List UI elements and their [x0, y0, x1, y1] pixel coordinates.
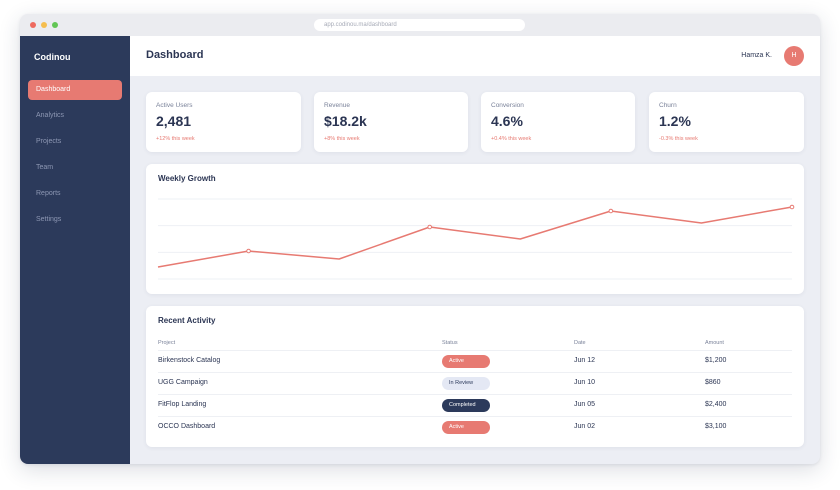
- stat-value: 2,481: [156, 113, 192, 129]
- row-amount: $860: [705, 379, 721, 386]
- weekly-growth-chart: [157, 198, 795, 280]
- stat-card-revenue: Revenue $18.2k +8% this week: [314, 92, 468, 152]
- weekly-growth-card: Weekly Growth: [146, 164, 804, 294]
- project-name: FitFlop Landing: [158, 401, 207, 408]
- address-bar[interactable]: app.codinou.ma/dashboard: [314, 19, 525, 31]
- row-date: Jun 10: [574, 379, 596, 386]
- stat-label: Conversion: [491, 102, 524, 109]
- stat-value: $18.2k: [324, 113, 367, 129]
- stat-label: Active Users: [156, 102, 193, 109]
- stat-change: -0.3% this week: [659, 136, 698, 142]
- table-row[interactable]: OCCO Dashboard Active Jun 02 $3,100: [158, 416, 792, 438]
- sidebar-item-projects[interactable]: Projects: [36, 138, 62, 145]
- stat-card-conversion: Conversion 4.6% +0.4% this week: [481, 92, 635, 152]
- status-badge: In Review: [442, 377, 490, 390]
- minimize-window-button[interactable]: [41, 22, 47, 28]
- data-point: [789, 204, 795, 210]
- stat-change: +8% this week: [324, 136, 360, 142]
- column-header-date: Date: [574, 340, 586, 346]
- project-name: OCCO Dashboard: [158, 423, 216, 430]
- status-badge: Completed: [442, 399, 490, 412]
- stat-label: Churn: [659, 102, 677, 109]
- stat-change: +12% this week: [156, 136, 195, 142]
- app-window: app.codinou.ma/dashboard Codinou Dashboa…: [20, 14, 820, 464]
- row-amount: $3,100: [705, 423, 727, 430]
- status-badge: Active: [442, 355, 490, 368]
- sidebar: Codinou Dashboard Analytics Projects Tea…: [20, 36, 130, 464]
- row-amount: $2,400: [705, 401, 727, 408]
- row-date: Jun 02: [574, 423, 596, 430]
- sidebar-item-settings[interactable]: Settings: [36, 216, 62, 223]
- user-name[interactable]: Hamza K.: [741, 52, 772, 59]
- sidebar-item-team[interactable]: Team: [36, 164, 54, 171]
- sidebar-item-reports[interactable]: Reports: [36, 190, 61, 197]
- project-name: Birkenstock Catalog: [158, 357, 221, 364]
- sidebar-item-analytics[interactable]: Analytics: [36, 112, 65, 119]
- activity-title: Recent Activity: [158, 316, 216, 325]
- sidebar-nav: Dashboard Analytics Projects Team Report…: [28, 80, 122, 236]
- chart-title: Weekly Growth: [158, 174, 216, 183]
- close-window-button[interactable]: [30, 22, 36, 28]
- data-point: [246, 248, 251, 254]
- stat-label: Revenue: [324, 102, 351, 109]
- table-row[interactable]: FitFlop Landing Completed Jun 05 $2,400: [158, 394, 792, 416]
- browser-titlebar: app.codinou.ma/dashboard: [20, 14, 820, 36]
- maximize-window-button[interactable]: [52, 22, 58, 28]
- data-point: [427, 224, 433, 230]
- column-header-amount: Amount: [705, 340, 724, 346]
- stat-value: 4.6%: [491, 113, 523, 129]
- stat-card-churn: Churn 1.2% -0.3% this week: [649, 92, 804, 152]
- data-point: [608, 208, 614, 214]
- brand-logo: Codinou: [34, 52, 71, 62]
- column-header-project: Project: [158, 340, 176, 346]
- page-title: Dashboard: [146, 49, 204, 61]
- stat-change: +0.4% this week: [491, 136, 532, 142]
- row-amount: $1,200: [705, 357, 727, 364]
- row-date: Jun 05: [574, 401, 596, 408]
- avatar[interactable]: H: [784, 46, 804, 66]
- top-header: Dashboard Hamza K. H: [130, 36, 820, 76]
- project-name: UGG Campaign: [158, 379, 208, 386]
- series-line: [157, 206, 793, 268]
- table-row[interactable]: UGG Campaign In Review Jun 10 $860: [158, 372, 792, 394]
- stat-card-active-users: Active Users 2,481 +12% this week: [146, 92, 301, 152]
- recent-activity-card: Recent Activity Project Status Date Amou…: [146, 306, 804, 447]
- stat-value: 1.2%: [659, 113, 691, 129]
- status-badge: Active: [442, 421, 490, 434]
- table-row[interactable]: Birkenstock Catalog Active Jun 12 $1,200: [158, 350, 792, 372]
- column-header-status: Status: [442, 340, 458, 346]
- row-date: Jun 12: [574, 357, 596, 364]
- sidebar-item-dashboard[interactable]: Dashboard: [28, 80, 122, 100]
